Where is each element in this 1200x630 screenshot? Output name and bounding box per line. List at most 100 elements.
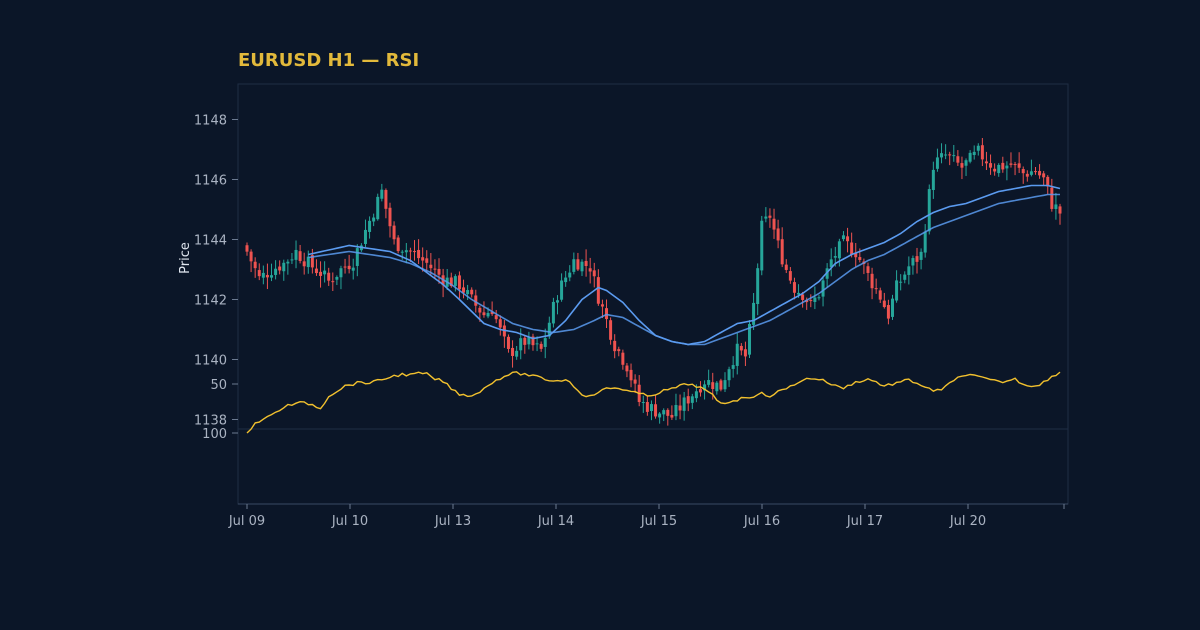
- candle-body: [245, 245, 249, 252]
- candle-body: [1017, 163, 1021, 168]
- candle-body: [376, 196, 380, 220]
- candle-body: [895, 280, 899, 301]
- candle-body: [907, 266, 911, 275]
- candle-body: [1029, 171, 1033, 175]
- candle-body: [694, 391, 698, 399]
- candle-body: [1021, 169, 1025, 174]
- candle-body: [535, 343, 539, 345]
- candle-body: [515, 350, 519, 357]
- candle-body: [784, 264, 788, 270]
- candle-body: [968, 152, 972, 162]
- x-tick-label: Jul 10: [331, 514, 368, 529]
- price-tick-label: 1146: [194, 174, 227, 189]
- candle-body: [429, 264, 433, 269]
- candle-body: [866, 266, 870, 273]
- candle-body: [690, 396, 694, 403]
- candle-body: [993, 168, 997, 172]
- candle-body: [380, 189, 384, 199]
- candle-body: [327, 272, 331, 281]
- candle-body: [343, 266, 347, 268]
- rsi-line: [246, 371, 1061, 434]
- candle-body: [948, 154, 952, 156]
- candle-body: [462, 287, 466, 293]
- candle-body: [253, 261, 257, 269]
- candle-body: [417, 249, 421, 259]
- candle-body: [858, 257, 862, 260]
- candle-body: [682, 397, 686, 411]
- candle-body: [829, 259, 833, 268]
- candle-body: [580, 261, 584, 272]
- candle-body: [923, 231, 927, 253]
- price-y-ticks: 1138 1140 1142 1144 1146 1148: [194, 114, 238, 429]
- candle-body: [686, 396, 690, 404]
- candle-body: [335, 276, 339, 280]
- price-tick-label: 1148: [194, 114, 227, 129]
- candle-body: [931, 169, 935, 190]
- candle-body: [421, 257, 425, 261]
- candle-body: [997, 164, 1001, 174]
- candle-body: [306, 256, 310, 268]
- candle-body: [294, 249, 298, 260]
- x-tick-label: Jul 20: [949, 514, 986, 529]
- candle-body: [363, 229, 367, 244]
- candle-body: [564, 277, 568, 283]
- candle-body: [1009, 163, 1013, 165]
- candle-body: [270, 275, 274, 278]
- candle-body: [470, 289, 474, 295]
- candle-body: [261, 272, 265, 278]
- candle-body: [539, 343, 543, 349]
- candle-body: [490, 311, 494, 315]
- candle-body: [752, 302, 756, 325]
- candle-body: [617, 349, 621, 352]
- candle-body: [1058, 206, 1062, 214]
- candle-body: [944, 154, 948, 156]
- candle-body: [698, 389, 702, 393]
- candle-body: [870, 273, 874, 289]
- candle-body: [972, 151, 976, 156]
- candle-body: [1038, 171, 1042, 176]
- candle-body: [670, 414, 674, 418]
- candle-body: [613, 340, 617, 352]
- candle-body: [633, 379, 637, 384]
- candle-body: [1033, 171, 1037, 173]
- candle-body: [453, 276, 457, 286]
- candle-body: [960, 163, 964, 168]
- candle-body: [899, 281, 903, 283]
- candle-body: [797, 292, 801, 295]
- candle-body: [748, 323, 752, 355]
- candle-body: [768, 215, 772, 218]
- candle-body: [572, 259, 576, 272]
- candle-body: [506, 336, 510, 349]
- candle-body: [719, 380, 723, 390]
- moving-average-fast-line: [308, 184, 1061, 346]
- candle-body: [654, 404, 658, 417]
- candle-body: [980, 145, 984, 160]
- candle-body: [788, 271, 792, 281]
- candle-body: [543, 338, 547, 347]
- price-tick-label: 1144: [194, 234, 227, 249]
- candle-body: [290, 259, 294, 261]
- candle-body: [874, 288, 878, 290]
- candle-body: [527, 336, 531, 345]
- price-tick-label: 1138: [194, 414, 227, 429]
- candle-body: [498, 319, 502, 328]
- candle-body: [1050, 187, 1054, 209]
- candle-body: [331, 281, 335, 283]
- candle-body: [1025, 173, 1029, 177]
- candle-body: [956, 156, 960, 163]
- candle-body: [339, 268, 343, 278]
- candle-body: [1042, 173, 1046, 178]
- candle-body: [576, 259, 580, 270]
- x-tick-label: Jul 15: [640, 514, 677, 529]
- candle-body: [854, 252, 858, 258]
- candle-body: [609, 320, 613, 340]
- x-tick-label: Jul 13: [434, 514, 471, 529]
- candle-body: [392, 225, 396, 240]
- candle-body: [813, 297, 817, 302]
- candle-body: [723, 380, 727, 390]
- candle-body: [425, 258, 429, 263]
- candle-body: [621, 352, 625, 365]
- candle-body: [433, 268, 437, 270]
- candle-body: [351, 267, 355, 271]
